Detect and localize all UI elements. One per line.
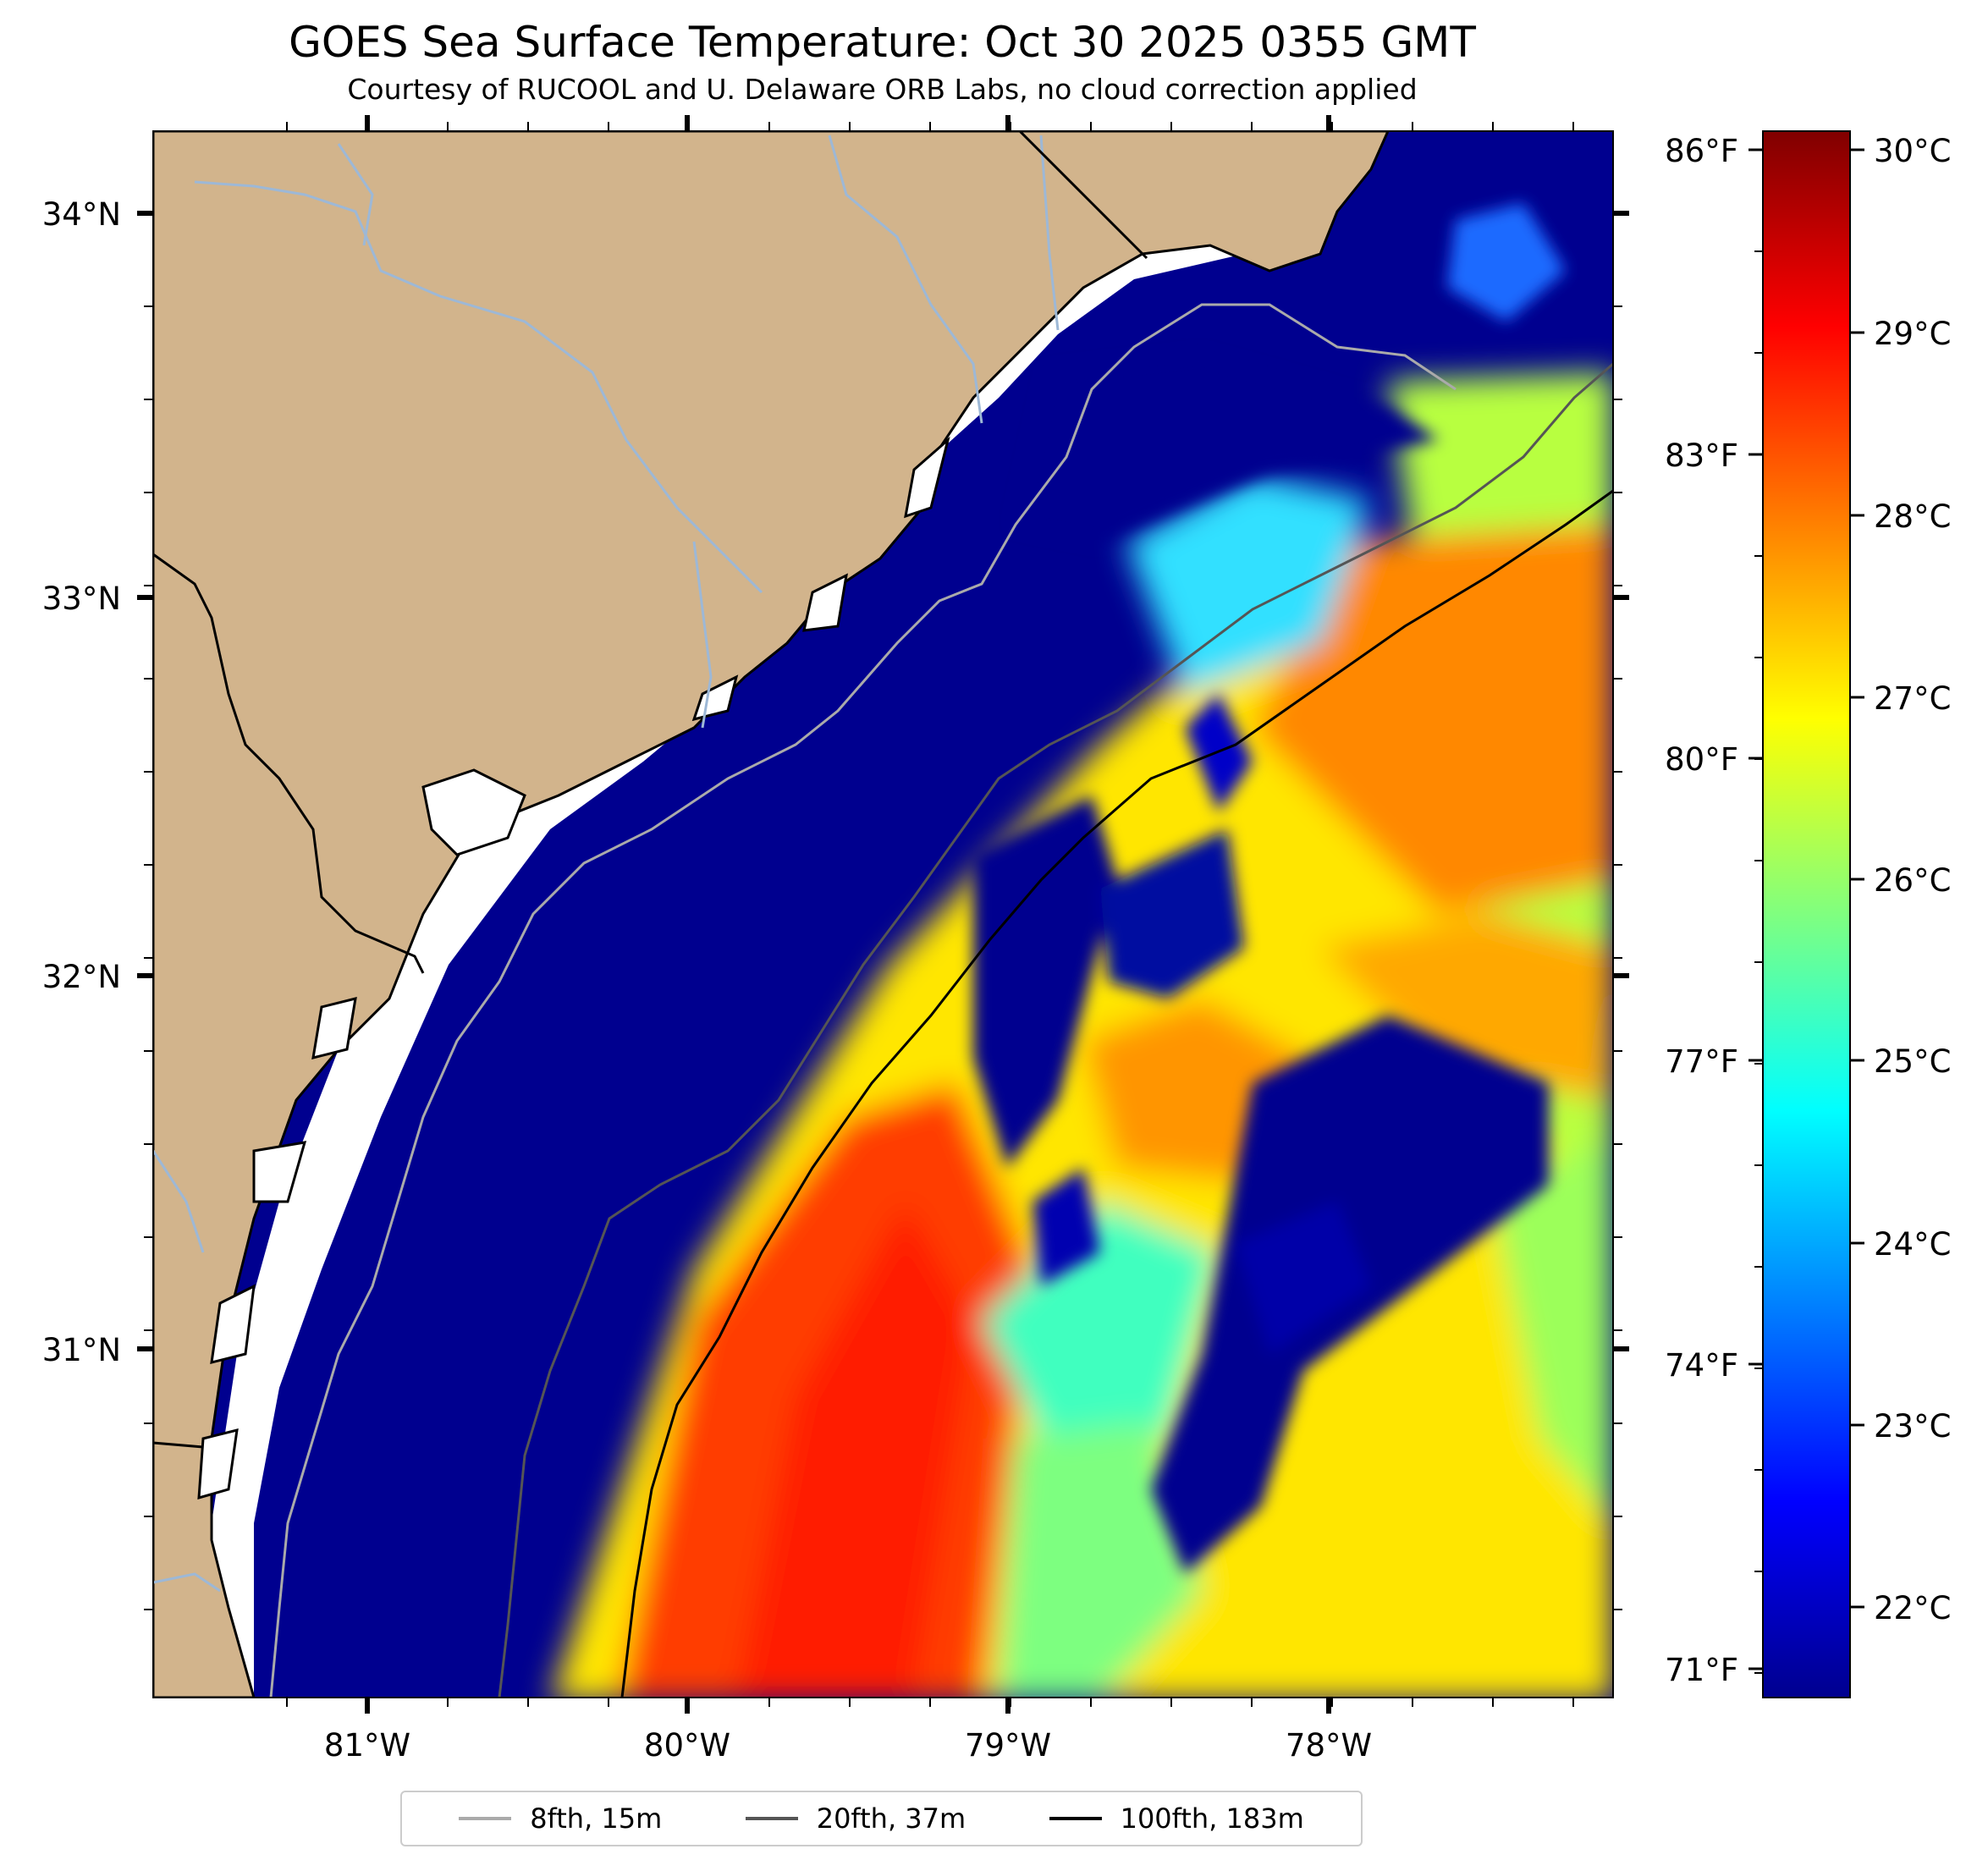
c-label-22: 22°C — [1874, 1590, 1951, 1626]
sst-field — [551, 203, 1613, 1698]
f-label-86: 86°F — [1665, 133, 1738, 169]
rivers — [153, 135, 1060, 1593]
lat-label-32n: 32°N — [42, 959, 121, 995]
map-subtitle: Courtesy of RUCOOL and U. Delaware ORB L… — [347, 73, 1418, 106]
f-label-77: 77°F — [1665, 1043, 1738, 1080]
lon-label-79w: 79°W — [965, 1727, 1051, 1764]
coastal-inlets — [197, 436, 950, 1500]
f-label-83: 83°F — [1665, 437, 1738, 474]
legend-label-8fth: 8fth, 15m — [530, 1802, 663, 1835]
c-label-29: 29°C — [1874, 316, 1951, 352]
isobath-20fth — [498, 362, 1613, 1698]
legend-line-20fth — [745, 1817, 798, 1820]
map-border — [152, 130, 1614, 1698]
c-label-26: 26°C — [1874, 862, 1951, 899]
c-label-25: 25°C — [1874, 1043, 1951, 1080]
legend-item-8fth: 8fth, 15m — [459, 1802, 662, 1835]
isobath-100fth — [620, 489, 1613, 1698]
lon-label-78w: 78°W — [1286, 1727, 1372, 1764]
fahrenheit-ticks — [1748, 148, 1763, 1670]
f-label-71: 71°F — [1665, 1652, 1738, 1688]
legend-line-8fth — [459, 1817, 512, 1820]
c-label-30: 30°C — [1874, 133, 1951, 169]
lat-label-33n: 33°N — [42, 581, 121, 617]
legend-item-20fth: 20fth, 37m — [745, 1802, 966, 1835]
lon-label-81w: 81°W — [324, 1727, 410, 1764]
celsius-ticks — [1850, 148, 1864, 1609]
legend-item-100fth: 100fth, 183m — [1049, 1802, 1304, 1835]
land-mass — [153, 131, 1390, 1698]
f-label-74: 74°F — [1665, 1347, 1738, 1384]
c-label-28: 28°C — [1874, 498, 1951, 535]
c-label-24: 24°C — [1874, 1226, 1951, 1263]
minor-ticks — [144, 122, 1763, 1707]
lat-label-31n: 31°N — [42, 1332, 121, 1368]
isobath-legend: 8fth, 15m 20fth, 37m 100fth, 183m — [400, 1791, 1363, 1846]
map-title: GOES Sea Surface Temperature: Oct 30 202… — [289, 18, 1476, 67]
no-data-coastal-band — [212, 131, 1388, 1698]
c-label-27: 27°C — [1874, 680, 1951, 717]
map-area — [153, 131, 1613, 1698]
lat-label-34n: 34°N — [42, 196, 121, 233]
legend-label-20fth: 20fth, 37m — [816, 1802, 966, 1835]
isobath-8fth — [269, 303, 1457, 1698]
legend-label-100fth: 100fth, 183m — [1120, 1802, 1304, 1835]
f-label-80: 80°F — [1665, 741, 1738, 778]
lon-label-80w: 80°W — [644, 1727, 730, 1764]
state-borders — [153, 131, 1148, 1449]
colorbar — [1762, 130, 1851, 1698]
c-label-23: 23°C — [1874, 1408, 1951, 1445]
legend-line-100fth — [1049, 1817, 1102, 1820]
